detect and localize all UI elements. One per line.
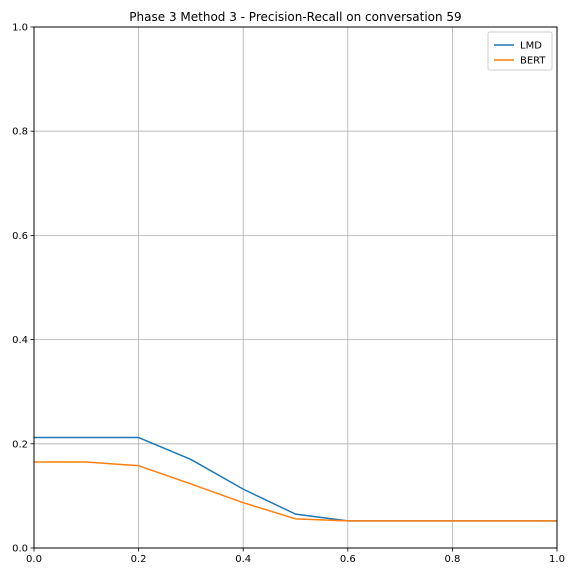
series-lines: [34, 436, 557, 522]
grid: [33, 26, 558, 549]
x-tick-label: 0.0: [26, 554, 42, 565]
x-tick-label: 0.2: [131, 554, 147, 565]
legend-label-lmd: LMD: [520, 41, 542, 52]
y-tick-label: 1.0: [12, 23, 28, 34]
x-tick-label: 1.0: [549, 554, 565, 565]
x-tick-label: 0.8: [444, 554, 460, 565]
x-tick-label: 0.6: [340, 554, 356, 565]
y-axis: 0.0 0.2 0.4 0.6 0.8 1.0: [12, 23, 34, 555]
legend: LMD BERT: [487, 31, 553, 71]
series-line-bert: [34, 461, 557, 522]
y-tick-label: 0.8: [12, 127, 28, 138]
chart-title: Phase 3 Method 3 - Precision-Recall on c…: [129, 10, 461, 24]
series-line-lmd: [34, 436, 557, 522]
y-tick-label: 0.4: [12, 335, 28, 346]
x-tick-label: 0.4: [235, 554, 251, 565]
y-tick-label: 0.0: [12, 544, 28, 555]
x-axis: 0.0 0.2 0.4 0.6 0.8 1.0: [26, 548, 565, 565]
y-tick-label: 0.2: [12, 439, 28, 450]
plot-frame: [33, 26, 558, 549]
y-tick-label: 0.6: [12, 231, 28, 242]
legend-label-bert: BERT: [520, 56, 546, 67]
